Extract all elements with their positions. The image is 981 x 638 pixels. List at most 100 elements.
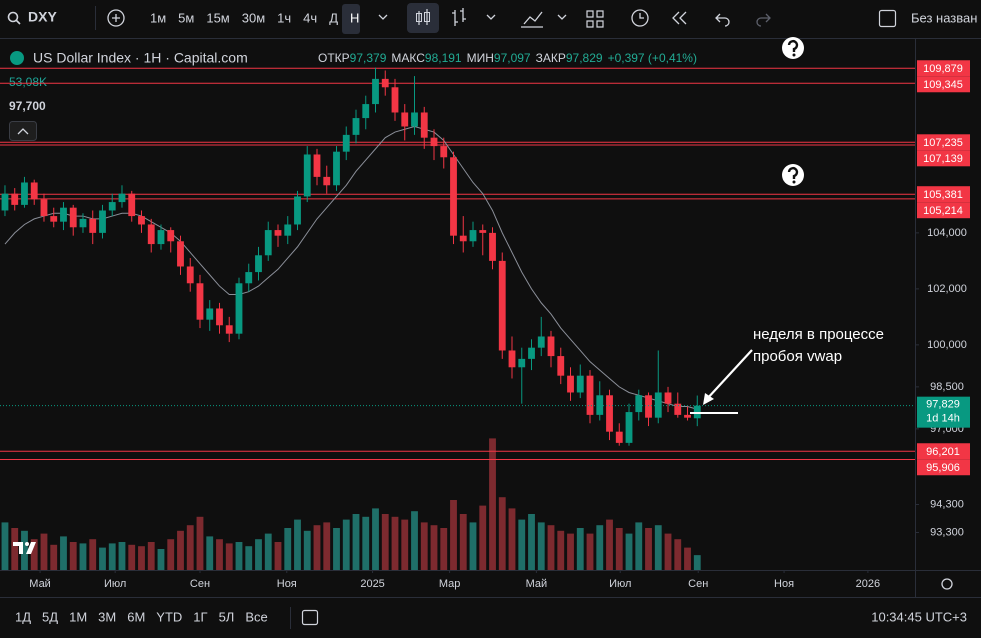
range-button[interactable]: 1Д (15, 609, 31, 624)
range-button[interactable]: 5Д (42, 609, 58, 624)
volume-bar (411, 511, 418, 570)
interval-button[interactable]: 15м (206, 10, 229, 25)
range-button[interactable]: YTD (156, 609, 182, 624)
volume-bar (1, 522, 9, 570)
volume-bar (245, 546, 253, 570)
candle-body (167, 230, 175, 242)
settings-icon[interactable] (941, 578, 953, 590)
question-dot (792, 53, 796, 57)
y-tick-label: 102,000 (927, 283, 967, 295)
replay-icon[interactable] (672, 11, 687, 25)
volume-bar (401, 519, 409, 570)
collapse-button[interactable] (9, 121, 37, 141)
interval-active[interactable] (342, 4, 360, 34)
alert-icon[interactable] (631, 9, 649, 27)
dropdown[interactable] (557, 14, 567, 20)
candle-body (537, 336, 545, 348)
volume-bar (206, 536, 214, 570)
volume-bar (50, 544, 58, 570)
candle-body (342, 134, 350, 152)
candle-body (615, 431, 623, 443)
candle-body (147, 224, 155, 245)
candle-body (547, 336, 555, 357)
layout-name[interactable]: Без назван (911, 10, 977, 25)
candle-body (157, 230, 165, 245)
candle-body (391, 87, 399, 113)
level-label: 109,345 (923, 79, 963, 91)
candle-body (479, 230, 487, 233)
question-icon[interactable] (782, 164, 804, 186)
volume-bar (264, 533, 272, 570)
chart-style-icon[interactable] (521, 11, 543, 28)
question-glyph (787, 39, 799, 52)
range-button[interactable]: 5Л (219, 609, 235, 624)
range-button[interactable]: Все (245, 609, 267, 624)
candle-body (274, 230, 282, 236)
clock[interactable]: 10:34:45 UTC+3 (871, 609, 967, 624)
interval-button[interactable]: Н (350, 10, 359, 25)
volume-bar (69, 542, 77, 570)
volume-bar (586, 533, 594, 570)
toolbar: DXY 1м 5м 15м 30м 1ч 4ч Д Н Без назван (0, 3, 981, 39)
volume-bar (615, 528, 623, 570)
question-icon[interactable] (782, 37, 804, 59)
range-button[interactable]: 3М (98, 609, 116, 624)
candle-body (586, 375, 594, 415)
y-tick-label: 93,300 (930, 526, 964, 538)
ma-line (4, 125, 698, 410)
volume-bar (128, 544, 136, 570)
x-tick-label: Май (29, 578, 51, 590)
interval-button[interactable]: 30м (242, 10, 265, 25)
compare-button[interactable] (107, 9, 125, 27)
volume-bar (489, 438, 496, 570)
volume-bar (635, 522, 643, 570)
candle-body (294, 196, 301, 225)
volume-bar (450, 500, 457, 570)
candle-body (60, 207, 67, 222)
indicators-icon[interactable] (452, 8, 466, 26)
dropdown[interactable] (486, 14, 496, 20)
volume-bar (537, 522, 545, 570)
info-icon[interactable] (782, 37, 804, 186)
volume-bar (40, 533, 48, 570)
goto-date-icon[interactable] (301, 609, 319, 626)
volume-bar (684, 547, 691, 570)
range-button[interactable]: 6М (127, 609, 145, 624)
interval-dropdown[interactable] (378, 14, 388, 20)
y-tick-label: 94,300 (930, 498, 964, 510)
search-icon-handle (15, 19, 21, 25)
candle-body (128, 193, 136, 217)
candle-type-icon (424, 12, 430, 22)
interval-button[interactable]: 1ч (277, 10, 291, 25)
volume-bar (557, 530, 565, 570)
templates-icon[interactable] (586, 10, 604, 28)
interval-button[interactable]: 1м (150, 10, 166, 25)
symbol-logo (10, 51, 24, 65)
volume-bar (177, 530, 184, 570)
redo-icon[interactable] (756, 13, 771, 27)
candle-type-button[interactable] (407, 3, 439, 33)
volume-bar (606, 519, 613, 570)
ohlc-label: МИН (467, 51, 494, 65)
logo-dot (25, 542, 29, 546)
interval-button[interactable]: Д (329, 10, 338, 25)
candle-body (664, 392, 672, 404)
interval-button[interactable]: 5м (178, 10, 194, 25)
search-icon[interactable] (7, 11, 19, 23)
volume-bar (459, 514, 467, 570)
volume-bar (196, 516, 204, 570)
x-tick-label: Июл (609, 578, 631, 590)
interval-button[interactable]: 4ч (303, 10, 317, 25)
x-tick-label: Ноя (774, 578, 794, 590)
range-button[interactable]: 1М (69, 609, 87, 624)
undo-icon[interactable] (715, 13, 730, 27)
symbol[interactable]: DXY (28, 9, 57, 25)
volume-bar (596, 525, 604, 570)
candle-body (118, 193, 126, 203)
ohlc-value: 98,191 (425, 51, 462, 65)
candle-body (186, 266, 194, 284)
x-tick-label: Сен (190, 578, 210, 590)
range-button[interactable]: 1Г (193, 609, 207, 624)
tradingview-logo (13, 542, 36, 554)
layout-icon[interactable] (878, 9, 897, 28)
